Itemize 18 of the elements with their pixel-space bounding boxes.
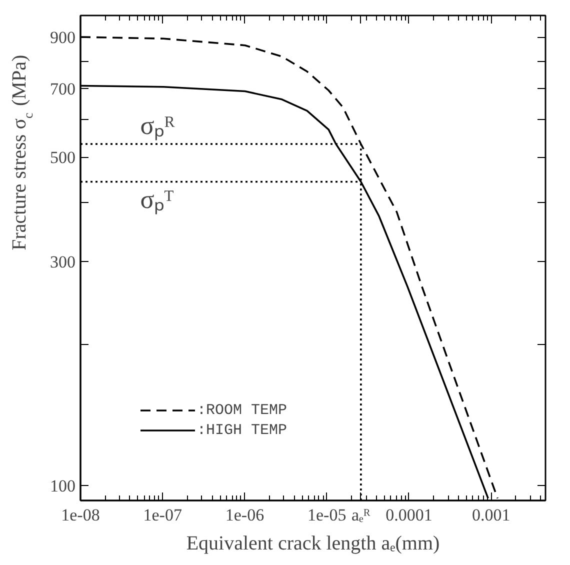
x-tick-label: 1e-06 (225, 506, 264, 524)
legend-label: :HIGH TEMP (197, 422, 288, 438)
y-axis-title: Fracture stress σc (MPa) (8, 54, 36, 250)
y-tick-label: 300 (50, 252, 76, 272)
y-tick-label: 500 (50, 148, 76, 168)
annotation: σₚᴿ (140, 110, 176, 141)
y-tick-label: 700 (50, 79, 76, 98)
y-tick-label: 900 (50, 28, 76, 48)
annotation: σₚᵀ (140, 184, 174, 215)
x-tick-label: 1e-05 (307, 506, 346, 524)
x-tick-label: 1e-07 (143, 506, 182, 524)
x-tick-label: 0.001 (472, 506, 510, 524)
x-axis-title: Equivalent crack length aₑ(mm) (186, 532, 440, 554)
legend-label: :ROOM TEMP (197, 402, 288, 418)
x-tick-label: aₑᴿ (351, 506, 370, 524)
y-tick-label: 100 (50, 476, 76, 496)
x-tick-label: 1e-08 (61, 506, 100, 524)
x-tick-label: 0.0001 (386, 506, 432, 524)
